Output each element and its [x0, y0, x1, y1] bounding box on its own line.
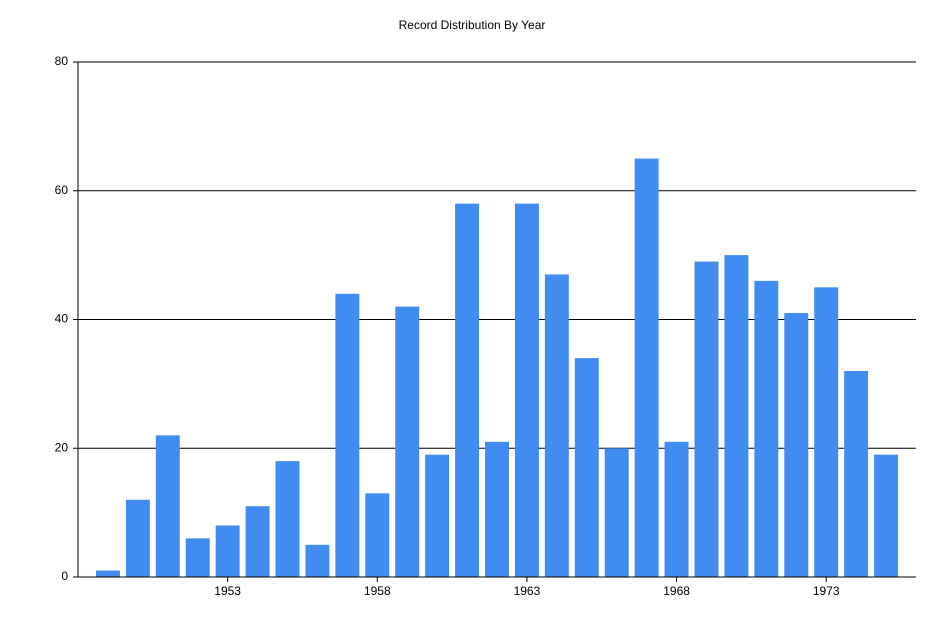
x-tick-label: 1963 — [514, 584, 541, 598]
bar — [664, 441, 689, 577]
bar — [365, 493, 390, 577]
bar — [275, 461, 300, 577]
bar — [874, 454, 899, 577]
bar — [694, 261, 719, 577]
bar — [485, 441, 509, 577]
bar — [574, 358, 599, 577]
bar — [395, 306, 420, 577]
bar — [155, 435, 180, 577]
bar — [724, 255, 749, 577]
bar — [125, 499, 150, 577]
x-tick-label: 1973 — [813, 584, 840, 598]
y-tick-label: 20 — [55, 440, 69, 454]
bar — [185, 538, 210, 577]
bar — [634, 158, 659, 577]
bar — [814, 287, 839, 577]
bar — [245, 506, 270, 577]
y-tick-label: 40 — [55, 312, 69, 326]
bar — [95, 570, 120, 577]
chart-title: Record Distribution By Year — [399, 18, 546, 32]
bar — [455, 203, 480, 577]
x-tick-label: 1953 — [214, 584, 241, 598]
bar — [604, 448, 629, 577]
bar — [544, 274, 569, 577]
bar — [425, 454, 450, 577]
bar — [754, 280, 779, 577]
bar — [215, 525, 240, 577]
bar — [335, 293, 360, 577]
x-tick-label: 1968 — [663, 584, 690, 598]
bar — [305, 544, 330, 577]
x-tick-label: 1958 — [364, 584, 391, 598]
y-tick-label: 0 — [61, 569, 68, 583]
bar — [514, 203, 539, 577]
bar — [844, 371, 869, 577]
y-tick-label: 60 — [55, 183, 69, 197]
y-tick-label: 80 — [55, 54, 69, 68]
bar — [784, 313, 809, 577]
